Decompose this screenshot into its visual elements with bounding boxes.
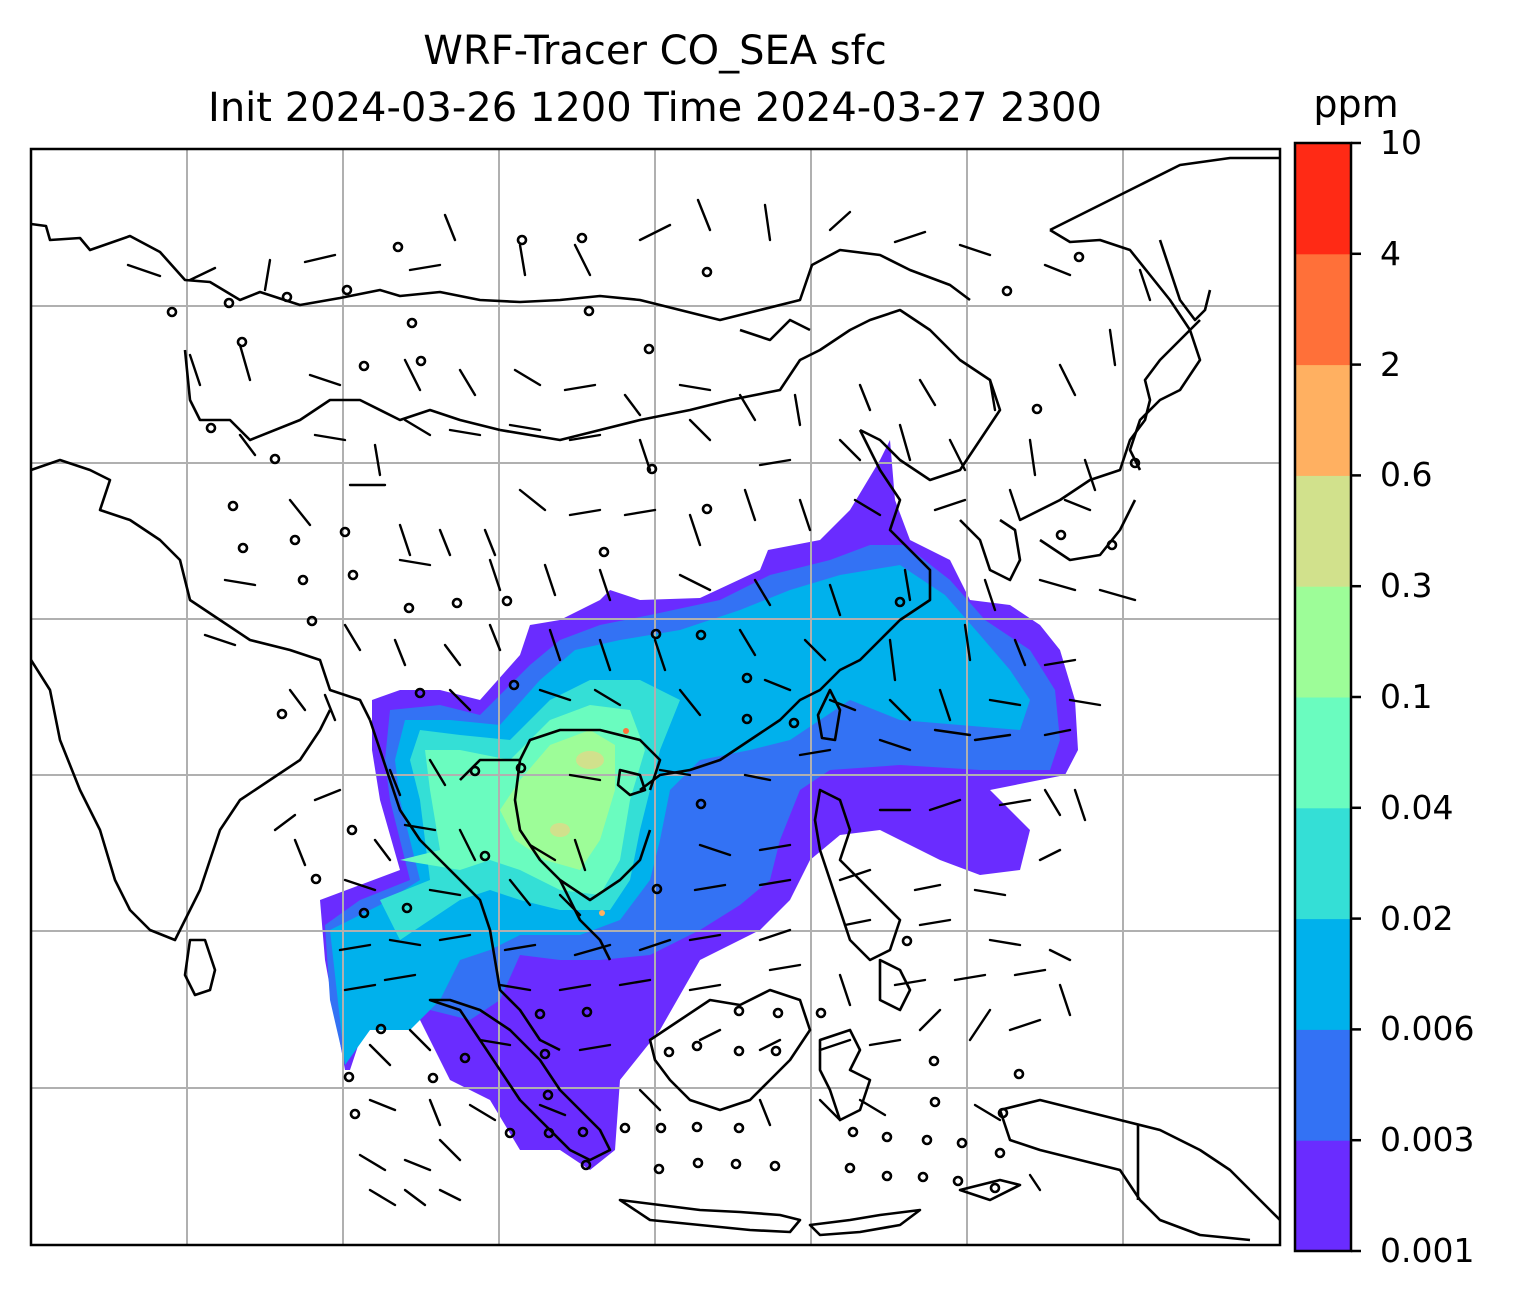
colorbar-segment-7 — [1295, 364, 1351, 476]
colorbar-tick-label: 4 — [1380, 233, 1401, 273]
colorbar-tick-label: 0.3 — [1380, 566, 1433, 606]
map-frame — [29, 147, 1282, 1247]
colorbar-unit-label: ppm — [1313, 82, 1399, 126]
colorbar-segment-2 — [1295, 918, 1351, 1030]
colorbar-tick-label: 0.1 — [1380, 677, 1433, 716]
colorbar-segment-0 — [1295, 1140, 1351, 1252]
colorbar — [1295, 143, 1351, 1252]
colorbar-segment-1 — [1295, 1029, 1351, 1141]
colorbar-tick-label: 0.02 — [1380, 898, 1454, 938]
contour-band-0.6 — [599, 910, 605, 916]
contour-band-0.006 — [330, 565, 1030, 1065]
colorbar-segment-4 — [1295, 697, 1351, 809]
colorbar-segment-6 — [1295, 475, 1351, 587]
map-title: WRF-Tracer CO_SEA sfc — [423, 28, 887, 74]
colorbar-tick-label: 0.04 — [1380, 787, 1454, 827]
wind-barbs — [126, 198, 1152, 1207]
colorbar-tick-label: 10 — [1380, 123, 1422, 162]
colorbar-tick-label: 0.003 — [1380, 1120, 1475, 1160]
contour-band-0.3 — [576, 751, 604, 769]
colorbar-segment-3 — [1295, 807, 1351, 920]
colorbar-ticks — [1351, 141, 1361, 1253]
contour-band-2 — [623, 728, 629, 734]
calm-wind-markers — [166, 232, 1141, 1194]
colorbar-tick-label: 2 — [1380, 344, 1401, 384]
map-subtitle: Init 2024-03-26 1200 Time 2024-03-27 230… — [208, 85, 1102, 131]
colorbar-segment-5 — [1295, 586, 1351, 698]
contour-band-0.3-b — [550, 823, 570, 837]
coastlines — [31, 156, 1280, 1242]
map-panel — [31, 149, 1280, 1245]
colorbar-tick-label: 0.001 — [1380, 1231, 1475, 1270]
colorbar-tick-label: 0.006 — [1380, 1009, 1475, 1049]
colorbar-segment-9 — [1295, 143, 1351, 255]
colorbar-tick-label: 0.6 — [1380, 455, 1433, 495]
colorbar-segment-8 — [1295, 253, 1351, 366]
